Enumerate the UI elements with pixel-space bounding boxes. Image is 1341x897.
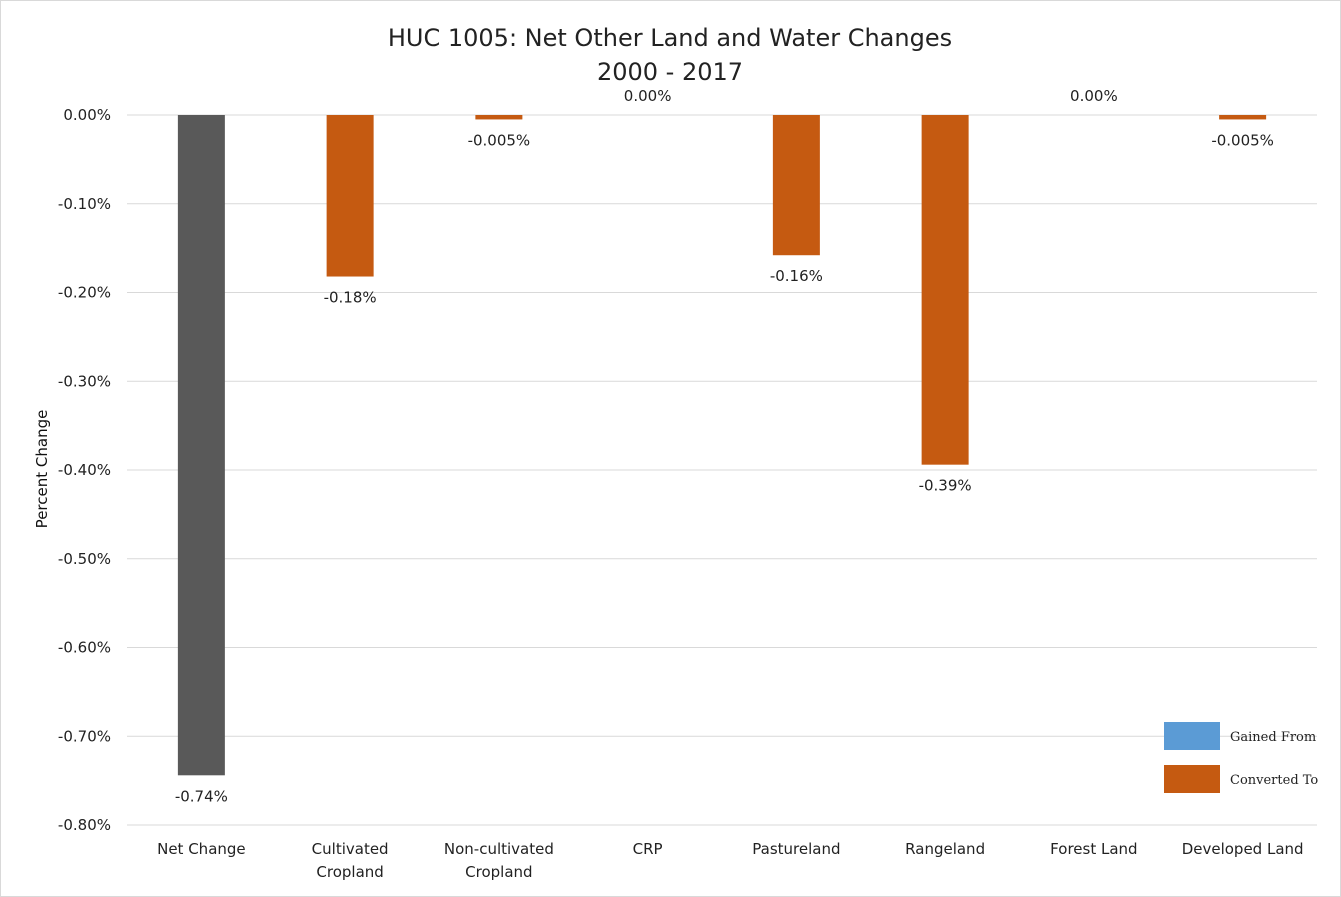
data-label: 0.00% xyxy=(624,87,672,105)
x-tick-label: Net Change xyxy=(157,840,246,858)
chart-title: HUC 1005: Net Other Land and Water Chang… xyxy=(388,24,952,52)
legend-swatch xyxy=(1164,722,1220,750)
gridlines xyxy=(127,114,1317,826)
x-tick-label: Forest Land xyxy=(1050,840,1137,858)
data-label: -0.16% xyxy=(770,267,823,285)
x-tick-labels: Net Change Cultivated Cropland Non-cultivat… xyxy=(157,840,1303,881)
y-tick-label: -0.30% xyxy=(58,372,111,390)
data-label: -0.005% xyxy=(468,131,531,149)
data-labels: -0.74% -0.18% -0.005% 0.00% -0.16% -0.39% 0.00… xyxy=(175,87,1274,805)
data-label: -0.18% xyxy=(324,289,377,307)
legend-label: Gained From xyxy=(1230,730,1316,745)
y-tick-label: -0.50% xyxy=(58,550,111,568)
bar xyxy=(475,115,523,120)
x-tick-label: Rangeland xyxy=(905,840,985,858)
data-label: -0.005% xyxy=(1211,131,1274,149)
y-tick-label: -0.20% xyxy=(58,284,111,302)
bar xyxy=(921,115,969,465)
chart-subtitle: 2000 - 2017 xyxy=(597,58,743,86)
y-tick-label: -0.40% xyxy=(58,461,111,479)
y-tick-label: -0.60% xyxy=(58,639,111,657)
x-tick-label: Cropland xyxy=(316,863,383,881)
y-tick-label: -0.80% xyxy=(58,816,111,834)
bar xyxy=(177,115,225,776)
bar xyxy=(326,115,374,277)
legend: Gained From Converted To xyxy=(1164,722,1318,793)
y-tick-label: 0.00% xyxy=(63,106,111,124)
y-tick-label: -0.10% xyxy=(58,195,111,213)
legend-label: Converted To xyxy=(1230,773,1318,788)
x-tick-label: Developed Land xyxy=(1182,840,1304,858)
x-tick-label: Pastureland xyxy=(752,840,840,858)
bar xyxy=(772,115,820,256)
x-tick-label: CRP xyxy=(633,840,663,858)
y-tick-label: -0.70% xyxy=(58,727,111,745)
data-label: 0.00% xyxy=(1070,87,1118,105)
y-axis-label: Percent Change xyxy=(33,410,51,529)
bar xyxy=(1219,115,1267,120)
x-tick-label: Cultivated xyxy=(312,840,389,858)
data-label: -0.74% xyxy=(175,787,228,805)
x-tick-label: Non-cultivated xyxy=(444,840,554,858)
y-tick-labels: 0.00% -0.10% -0.20% -0.30% -0.40% -0.50% -0.60… xyxy=(58,106,111,834)
bars xyxy=(177,115,1267,776)
data-label: -0.39% xyxy=(919,477,972,495)
x-tick-label: Cropland xyxy=(465,863,532,881)
legend-swatch xyxy=(1164,765,1220,793)
